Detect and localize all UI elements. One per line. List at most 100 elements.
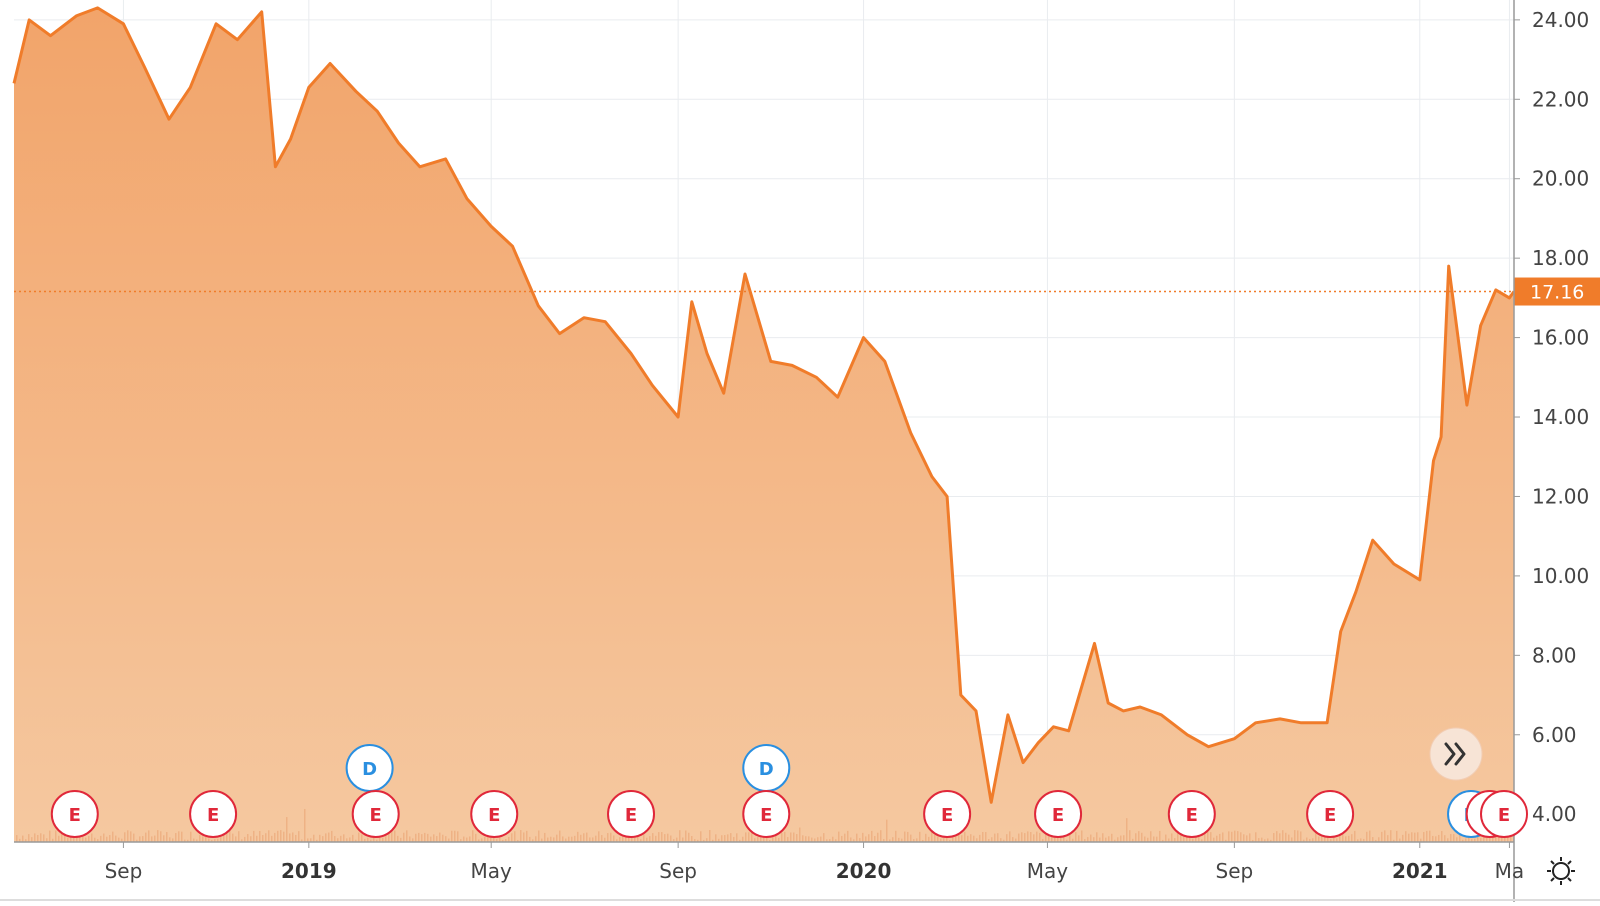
earnings-marker[interactable]: E <box>1480 790 1528 838</box>
marker-label: E <box>370 805 382 826</box>
volume-bar <box>820 836 822 842</box>
chart-settings-button[interactable] <box>1547 857 1575 885</box>
volume-bar <box>793 832 795 842</box>
volume-bar <box>223 832 225 842</box>
volume-bar <box>277 830 279 842</box>
volume-bar <box>247 833 249 842</box>
marker-circle <box>1480 790 1528 838</box>
volume-bar <box>694 839 696 842</box>
dividend-marker[interactable]: D <box>742 744 791 792</box>
volume-bar <box>919 831 921 842</box>
volume-bar <box>442 834 444 842</box>
volume-bar <box>1084 839 1086 842</box>
volume-bar <box>1141 832 1143 842</box>
volume-bar <box>1003 839 1005 842</box>
volume-bar <box>445 836 447 842</box>
volume-bar <box>1120 835 1122 842</box>
volume-bar <box>1297 830 1299 842</box>
volume-bar <box>1432 835 1434 842</box>
volume-bar <box>1474 838 1476 842</box>
earnings-marker[interactable]: E <box>1306 790 1355 838</box>
volume-bar <box>193 838 195 842</box>
volume-bar <box>397 835 399 842</box>
volume-bar <box>187 839 189 842</box>
earnings-marker[interactable]: E <box>742 790 791 838</box>
volume-bar <box>526 830 528 842</box>
volume-bar <box>742 836 744 842</box>
volume-bar <box>55 830 57 842</box>
volume-bar <box>1048 831 1050 842</box>
volume-bar <box>1423 832 1425 842</box>
volume-bar <box>910 834 912 842</box>
volume-bar <box>859 838 861 842</box>
volume-bars <box>16 808 1515 842</box>
dividend-marker[interactable]: D <box>345 744 394 792</box>
volume-bar <box>256 835 258 842</box>
volume-bar <box>1204 830 1206 842</box>
volume-bar <box>1012 837 1014 842</box>
volume-bar <box>469 836 471 842</box>
volume-bar <box>70 836 72 842</box>
scroll-to-latest-button[interactable] <box>1429 727 1483 781</box>
volume-bar <box>25 839 27 842</box>
volume-bar <box>901 838 903 842</box>
volume-bar <box>697 839 699 842</box>
chart-controls <box>1429 727 1575 885</box>
volume-bar <box>337 838 339 842</box>
volume-bar <box>1396 830 1398 842</box>
volume-bar <box>988 839 990 842</box>
volume-bar <box>1138 831 1140 842</box>
volume-bar <box>1375 839 1377 842</box>
volume-bar <box>1429 830 1431 842</box>
volume-bar <box>1237 831 1239 842</box>
volume-bar <box>367 837 369 842</box>
volume-bar <box>85 837 87 842</box>
volume-bar <box>925 833 927 842</box>
volume-bar <box>913 839 915 842</box>
volume-bar <box>1222 832 1224 842</box>
earnings-marker[interactable]: E <box>1167 790 1216 838</box>
volume-bar <box>1489 834 1491 842</box>
volume-bar <box>286 817 288 842</box>
volume-bar <box>271 835 273 842</box>
volume-bar <box>559 830 561 842</box>
volume-bar <box>208 838 210 842</box>
volume-bar <box>760 836 762 842</box>
volume-bar <box>832 836 834 842</box>
volume-bar <box>775 830 777 842</box>
volume-bar <box>595 835 597 842</box>
volume-bar <box>772 836 774 842</box>
volume-bar <box>1054 835 1056 842</box>
volume-bar <box>481 838 483 842</box>
volume-bar <box>1225 839 1227 842</box>
volume-bar <box>703 839 705 842</box>
earnings-marker[interactable]: E <box>189 790 238 838</box>
volume-bar <box>52 838 54 842</box>
volume-bar <box>943 838 945 842</box>
volume-bar <box>310 838 312 842</box>
volume-bar <box>739 839 741 842</box>
volume-bar <box>1042 839 1044 842</box>
volume-bar <box>616 839 618 842</box>
volume-bar <box>871 830 873 842</box>
volume-bar <box>466 837 468 842</box>
price-area <box>14 7 1514 842</box>
volume-bar <box>598 831 600 842</box>
volume-bar <box>670 835 672 842</box>
volume-bar <box>769 839 771 842</box>
earnings-marker[interactable]: E <box>470 790 519 838</box>
volume-bar <box>964 831 966 842</box>
earnings-marker[interactable]: E <box>50 790 99 838</box>
volume-bar <box>106 836 108 842</box>
volume-bar <box>997 833 999 842</box>
earnings-marker[interactable]: E <box>351 790 400 838</box>
earnings-marker[interactable]: E <box>607 790 656 838</box>
earnings-marker[interactable]: E <box>923 790 972 838</box>
marker-circle <box>470 790 519 838</box>
volume-bar <box>622 835 624 842</box>
volume-bar <box>1441 831 1443 842</box>
volume-bar <box>238 831 240 842</box>
earnings-marker[interactable]: E <box>1034 790 1083 838</box>
